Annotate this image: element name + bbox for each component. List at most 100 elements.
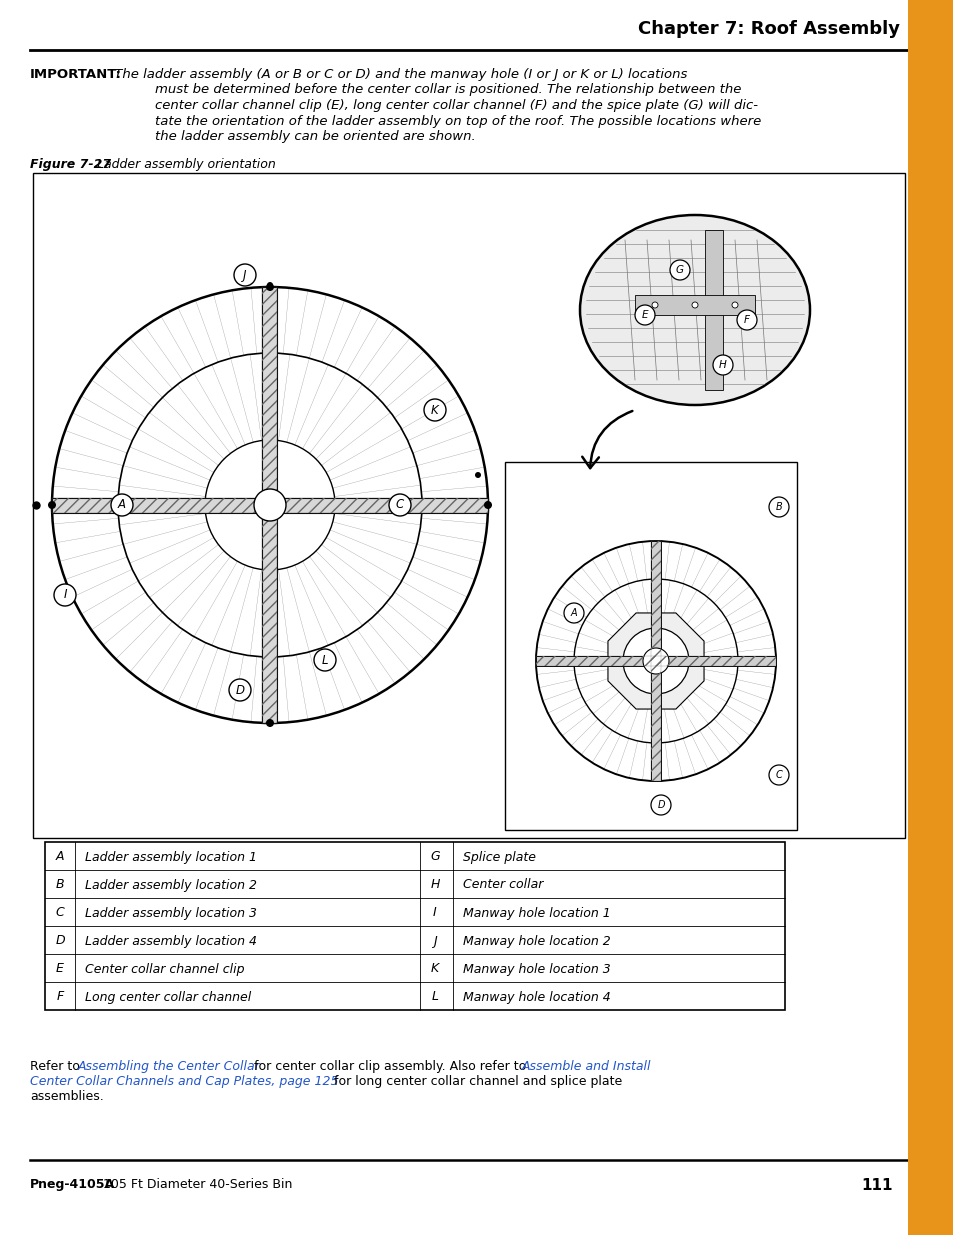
Circle shape <box>737 310 757 330</box>
Text: Manway hole location 2: Manway hole location 2 <box>462 935 610 947</box>
Circle shape <box>253 489 286 521</box>
Text: Center collar: Center collar <box>462 878 543 892</box>
Circle shape <box>650 795 670 815</box>
Text: B: B <box>775 501 781 513</box>
Text: H: H <box>430 878 439 892</box>
Text: Ladder assembly orientation: Ladder assembly orientation <box>92 158 275 170</box>
Text: K: K <box>431 404 438 416</box>
Bar <box>536 656 775 666</box>
Text: L: L <box>321 653 328 667</box>
Bar <box>33 173 904 839</box>
Text: the ladder assembly can be oriented are shown.: the ladder assembly can be oriented are … <box>154 130 476 143</box>
Text: assemblies.: assemblies. <box>30 1091 104 1103</box>
Text: B: B <box>55 878 64 892</box>
Text: IMPORTANT:: IMPORTANT: <box>30 68 122 82</box>
Circle shape <box>111 494 132 516</box>
Bar <box>52 498 488 513</box>
Text: Chapter 7: Roof Assembly: Chapter 7: Roof Assembly <box>638 20 899 38</box>
FancyArrowPatch shape <box>581 411 632 468</box>
Text: for long center collar channel and splice plate: for long center collar channel and splic… <box>330 1074 621 1088</box>
Circle shape <box>48 501 56 509</box>
Text: D: D <box>657 800 664 810</box>
Text: J: J <box>433 935 436 947</box>
Text: Assemble and Install: Assemble and Install <box>521 1060 651 1073</box>
Text: A: A <box>55 851 64 863</box>
Bar <box>52 498 488 513</box>
Bar <box>536 656 775 666</box>
Text: G: G <box>430 851 439 863</box>
Text: Center Collar Channels and Cap Plates, page 125: Center Collar Channels and Cap Plates, p… <box>30 1074 338 1088</box>
Text: Assembling the Center Collar: Assembling the Center Collar <box>78 1060 260 1073</box>
Text: The ladder assembly (A or B or C or D) and the manway hole (I or J or K or L) lo: The ladder assembly (A or B or C or D) a… <box>110 68 687 82</box>
Text: Pneg-4105A: Pneg-4105A <box>30 1178 115 1191</box>
Text: Long center collar channel: Long center collar channel <box>85 990 251 1004</box>
Text: Ladder assembly location 1: Ladder assembly location 1 <box>85 851 256 863</box>
Circle shape <box>622 629 688 694</box>
Text: Manway hole location 3: Manway hole location 3 <box>462 962 610 976</box>
Text: Ladder assembly location 4: Ladder assembly location 4 <box>85 935 256 947</box>
Text: Ladder assembly location 3: Ladder assembly location 3 <box>85 906 256 920</box>
Circle shape <box>423 399 446 421</box>
Text: A: A <box>118 499 126 511</box>
Circle shape <box>563 603 583 622</box>
Text: for center collar clip assembly. Also refer to: for center collar clip assembly. Also re… <box>250 1060 530 1073</box>
Circle shape <box>229 679 251 701</box>
Text: Splice plate: Splice plate <box>462 851 536 863</box>
Bar <box>262 287 277 722</box>
Circle shape <box>651 303 658 308</box>
Circle shape <box>642 648 668 674</box>
Bar <box>262 287 277 722</box>
Circle shape <box>731 303 738 308</box>
Text: Refer to: Refer to <box>30 1060 84 1073</box>
Text: must be determined before the center collar is positioned. The relationship betw: must be determined before the center col… <box>154 84 740 96</box>
Circle shape <box>266 283 274 291</box>
Circle shape <box>267 282 273 288</box>
Text: E: E <box>641 310 648 320</box>
Circle shape <box>54 584 76 606</box>
Circle shape <box>314 650 335 671</box>
Text: A: A <box>570 608 577 618</box>
Text: G: G <box>676 266 683 275</box>
Text: J: J <box>243 268 247 282</box>
Text: I: I <box>433 906 436 920</box>
Bar <box>907 0 953 1235</box>
Circle shape <box>768 496 788 517</box>
Text: D: D <box>55 935 65 947</box>
Bar <box>704 230 722 390</box>
Ellipse shape <box>579 215 809 405</box>
Circle shape <box>266 719 274 727</box>
Circle shape <box>483 501 492 509</box>
Text: H: H <box>719 359 726 370</box>
Text: C: C <box>395 499 404 511</box>
Text: L: L <box>431 990 438 1004</box>
Text: K: K <box>431 962 438 976</box>
Bar <box>635 295 754 315</box>
Text: Manway hole location 1: Manway hole location 1 <box>462 906 610 920</box>
Polygon shape <box>607 613 703 709</box>
Text: Center collar channel clip: Center collar channel clip <box>85 962 244 976</box>
Text: C: C <box>55 906 64 920</box>
Text: D: D <box>235 683 244 697</box>
Circle shape <box>712 354 732 375</box>
Circle shape <box>768 764 788 785</box>
Text: Ladder assembly location 2: Ladder assembly location 2 <box>85 878 256 892</box>
Text: F: F <box>743 315 749 325</box>
Text: tate the orientation of the ladder assembly on top of the roof. The possible loc: tate the orientation of the ladder assem… <box>154 115 760 127</box>
Text: E: E <box>56 962 64 976</box>
Bar <box>650 541 660 781</box>
Text: Manway hole location 4: Manway hole location 4 <box>462 990 610 1004</box>
Circle shape <box>635 305 655 325</box>
Bar <box>650 541 660 781</box>
Text: C: C <box>775 769 781 781</box>
Circle shape <box>475 472 480 478</box>
Text: 105 Ft Diameter 40-Series Bin: 105 Ft Diameter 40-Series Bin <box>103 1178 292 1191</box>
Text: center collar channel clip (E), long center collar channel (F) and the spice pla: center collar channel clip (E), long cen… <box>154 99 758 112</box>
Text: Figure 7-27: Figure 7-27 <box>30 158 111 170</box>
Bar <box>504 462 796 830</box>
Circle shape <box>691 303 698 308</box>
Circle shape <box>669 261 689 280</box>
Text: 111: 111 <box>861 1178 892 1193</box>
Circle shape <box>389 494 411 516</box>
Bar <box>45 842 784 1010</box>
Text: I: I <box>63 589 67 601</box>
